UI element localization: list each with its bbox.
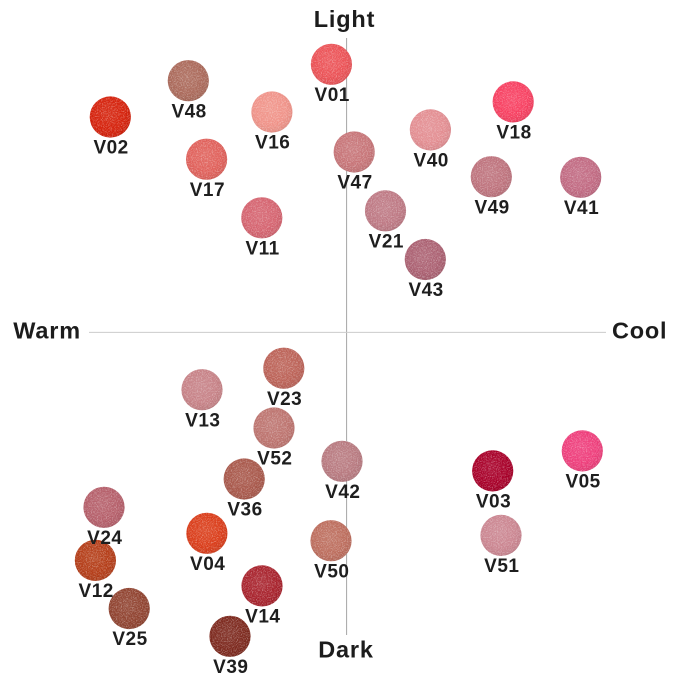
svg-text:V04: V04 <box>190 554 225 575</box>
svg-text:V01: V01 <box>315 85 350 106</box>
svg-text:V41: V41 <box>564 198 599 219</box>
svg-text:V50: V50 <box>314 561 349 582</box>
svg-text:Dark: Dark <box>318 637 374 663</box>
svg-text:V21: V21 <box>369 231 404 252</box>
svg-text:V42: V42 <box>325 482 360 503</box>
svg-text:V23: V23 <box>267 389 302 410</box>
svg-text:V16: V16 <box>255 133 290 154</box>
svg-text:V51: V51 <box>484 556 519 577</box>
svg-text:V03: V03 <box>476 492 511 513</box>
svg-text:V17: V17 <box>190 180 225 201</box>
svg-text:Cool: Cool <box>612 318 667 344</box>
svg-text:V14: V14 <box>245 607 280 628</box>
svg-text:V36: V36 <box>227 500 262 521</box>
svg-text:Light: Light <box>314 6 375 32</box>
svg-text:V49: V49 <box>474 197 509 218</box>
svg-text:V25: V25 <box>112 629 147 650</box>
svg-text:V24: V24 <box>87 528 122 549</box>
svg-text:V05: V05 <box>565 472 600 493</box>
svg-text:V40: V40 <box>414 151 449 172</box>
svg-text:Warm: Warm <box>13 318 81 344</box>
svg-text:V12: V12 <box>79 581 114 602</box>
svg-text:V48: V48 <box>171 101 206 122</box>
svg-text:V39: V39 <box>213 657 248 678</box>
svg-text:V11: V11 <box>245 238 279 259</box>
svg-text:V52: V52 <box>257 449 292 470</box>
svg-text:V02: V02 <box>93 138 128 159</box>
svg-text:V47: V47 <box>337 173 372 194</box>
svg-text:V13: V13 <box>185 410 220 431</box>
svg-text:V43: V43 <box>408 280 443 301</box>
svg-text:V18: V18 <box>496 123 531 144</box>
